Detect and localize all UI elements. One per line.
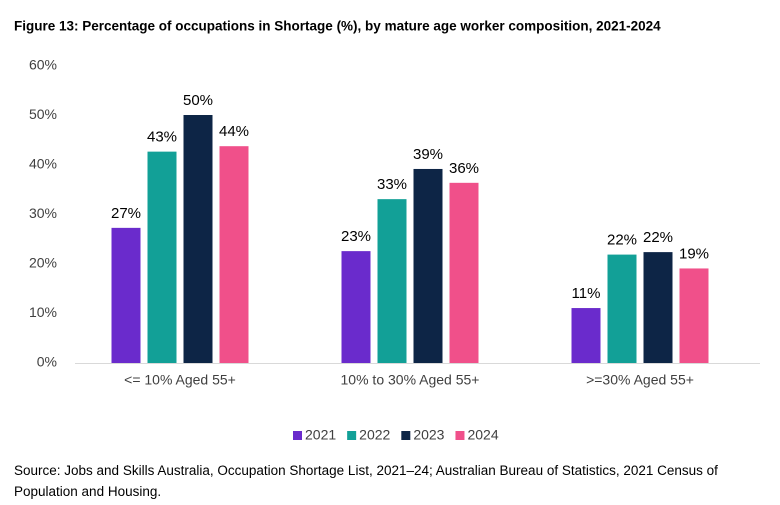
legend-label: 2023 (413, 427, 444, 443)
legend-swatch (347, 431, 357, 440)
x-tick-label: 10% to 30% Aged 55+ (341, 372, 480, 388)
legend-swatch (293, 431, 302, 440)
bar (219, 146, 249, 363)
bar (147, 151, 177, 363)
value-label: 22% (643, 229, 673, 246)
bar (341, 251, 371, 363)
value-label: 19% (679, 245, 709, 262)
bar (111, 227, 141, 363)
x-tick-label: <= 10% Aged 55+ (124, 372, 236, 388)
value-label: 27% (111, 205, 141, 222)
y-tick-label: 30% (29, 205, 57, 221)
x-tick-label: >=30% Aged 55+ (586, 372, 694, 388)
y-tick-label: 60% (29, 57, 57, 73)
value-label: 50% (183, 92, 213, 109)
legend-label: 2024 (467, 427, 498, 443)
source-note: Source: Jobs and Skills Australia, Occup… (14, 463, 718, 499)
y-tick-label: 50% (29, 106, 57, 122)
bar (413, 168, 443, 363)
bar (607, 254, 637, 363)
value-label: 36% (449, 160, 479, 177)
chart-title: Figure 13: Percentage of occupations in … (14, 19, 661, 34)
legend-label: 2022 (359, 427, 390, 443)
y-tick-label: 10% (29, 304, 57, 320)
value-label: 23% (341, 228, 371, 245)
bar (183, 115, 213, 363)
bar (377, 199, 407, 363)
value-label: 22% (607, 232, 637, 249)
legend-swatch (455, 431, 465, 440)
y-tick-label: 40% (29, 156, 57, 172)
value-label: 33% (377, 176, 407, 193)
y-tick-label: 20% (29, 255, 57, 271)
bar (643, 252, 673, 363)
value-label: 11% (572, 285, 601, 302)
value-label: 44% (219, 123, 249, 140)
bar (449, 182, 479, 363)
legend-label: 2021 (305, 427, 336, 443)
value-label: 39% (413, 146, 443, 163)
bar (571, 308, 601, 363)
value-label: 43% (147, 129, 177, 146)
y-tick-label: 0% (37, 354, 57, 370)
legend-swatch (401, 431, 411, 440)
bar (679, 268, 709, 363)
